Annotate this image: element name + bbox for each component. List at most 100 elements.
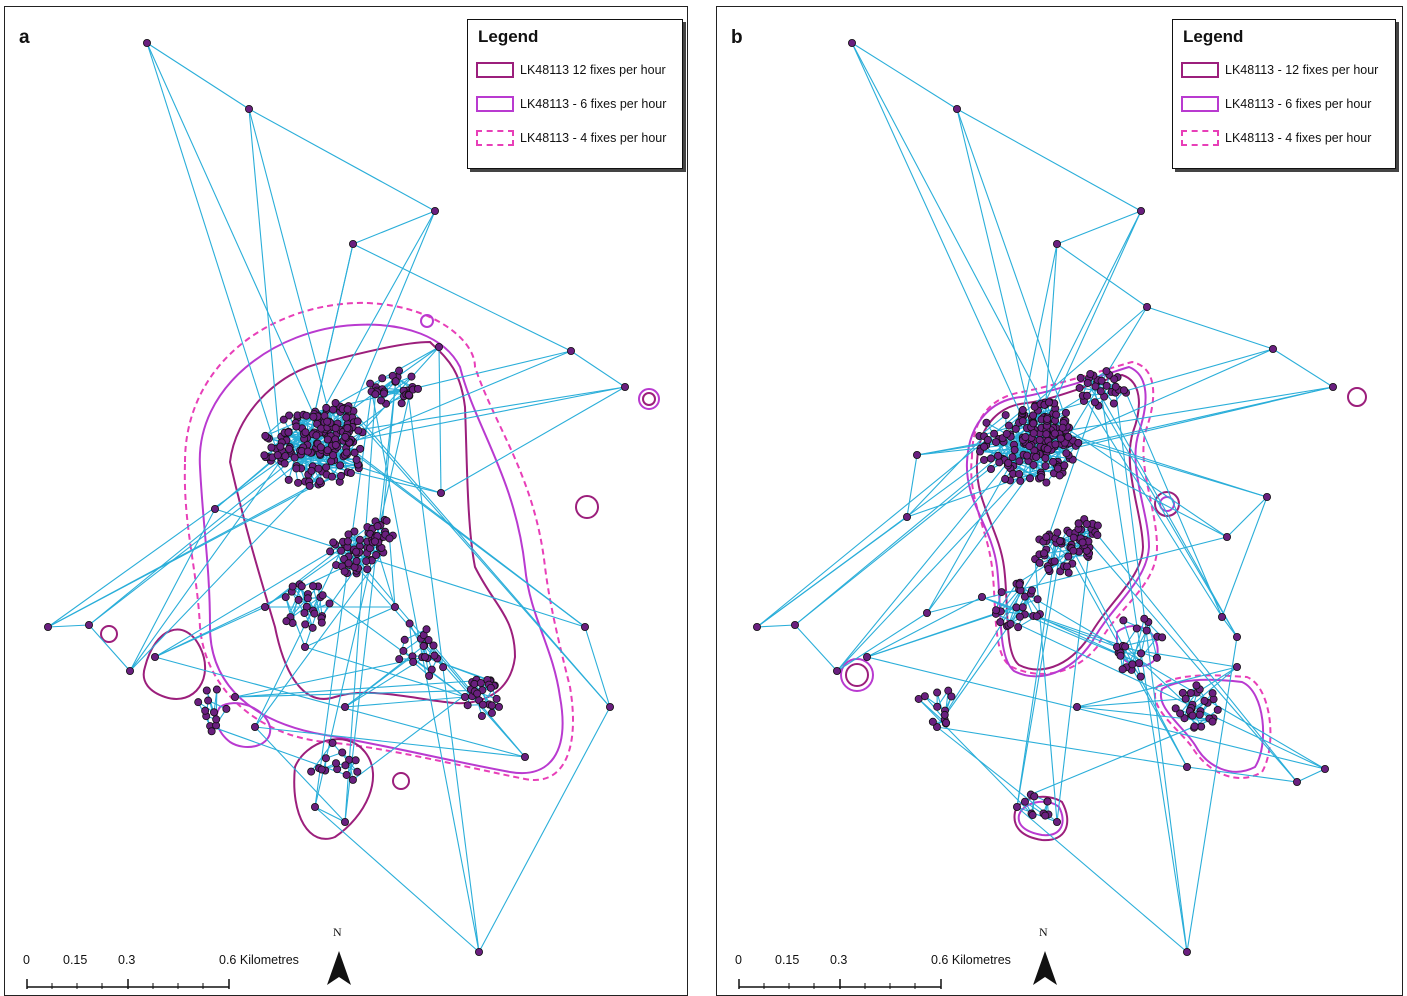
fix-point bbox=[493, 695, 500, 702]
fix-point bbox=[349, 776, 356, 783]
fix-point bbox=[1002, 411, 1009, 418]
fix-point bbox=[1103, 367, 1110, 374]
track-segment bbox=[249, 109, 337, 442]
fix-point bbox=[283, 618, 290, 625]
fix-point bbox=[1033, 453, 1040, 460]
fix-point bbox=[1143, 303, 1150, 310]
fix-point bbox=[308, 768, 315, 775]
fix-point bbox=[1019, 406, 1026, 413]
fix-point bbox=[328, 473, 335, 480]
fix-point bbox=[1028, 587, 1035, 594]
fix-point bbox=[791, 621, 798, 628]
contour-ring-w2-b bbox=[846, 664, 868, 686]
fix-point bbox=[268, 444, 275, 451]
track-segment bbox=[1222, 497, 1267, 617]
fix-point bbox=[1065, 433, 1072, 440]
contour-ring-ne2-a bbox=[643, 393, 655, 405]
fix-point bbox=[414, 385, 421, 392]
north-arrow-b: N bbox=[1029, 925, 1061, 985]
fix-point bbox=[293, 423, 300, 430]
panel-label-a: a bbox=[19, 27, 30, 49]
fix-point bbox=[1070, 547, 1077, 554]
fix-point bbox=[1321, 765, 1328, 772]
fix-point bbox=[987, 455, 994, 462]
fix-point bbox=[323, 404, 330, 411]
fix-point bbox=[327, 548, 334, 555]
scale-bar-b: 0 0.15 0.3 0.6 Kilometres bbox=[735, 953, 1035, 996]
fix-point bbox=[341, 568, 348, 575]
fix-point bbox=[343, 771, 350, 778]
fix-point bbox=[929, 718, 936, 725]
fix-point bbox=[997, 619, 1004, 626]
track-segment bbox=[957, 109, 1141, 211]
fix-point bbox=[1026, 442, 1033, 449]
track-segment bbox=[867, 597, 982, 657]
fix-point bbox=[379, 375, 386, 382]
kernel-contours-a bbox=[101, 303, 659, 839]
fix-point bbox=[400, 647, 407, 654]
legend-label-12fph-b: LK48113 - 12 fixes per hour bbox=[1225, 63, 1378, 77]
fix-point bbox=[311, 610, 318, 617]
fix-point bbox=[231, 693, 238, 700]
track-segment bbox=[937, 727, 1187, 767]
fix-point bbox=[344, 424, 351, 431]
fix-point bbox=[1189, 712, 1196, 719]
fix-point bbox=[1187, 689, 1194, 696]
fix-point bbox=[354, 418, 361, 425]
fix-point bbox=[1043, 431, 1050, 438]
fix-point bbox=[352, 757, 359, 764]
legend-swatch-4fph-a bbox=[476, 130, 514, 146]
fix-point bbox=[474, 690, 481, 697]
fix-point bbox=[213, 686, 220, 693]
fix-point bbox=[475, 948, 482, 955]
fix-point bbox=[203, 687, 210, 694]
fix-point bbox=[318, 766, 325, 773]
fix-point bbox=[261, 452, 268, 459]
fix-point bbox=[1061, 462, 1068, 469]
legend-title-a: Legend bbox=[478, 27, 674, 47]
fix-point bbox=[581, 623, 588, 630]
fix-point bbox=[863, 653, 870, 660]
fix-point bbox=[301, 643, 308, 650]
fix-point bbox=[306, 482, 313, 489]
fix-point bbox=[339, 749, 346, 756]
fix-point bbox=[1193, 682, 1200, 689]
track-segment bbox=[479, 707, 610, 952]
fix-point bbox=[1036, 559, 1043, 566]
fix-point bbox=[401, 636, 408, 643]
fix-point bbox=[941, 711, 948, 718]
legend-swatch-12fph-b bbox=[1181, 62, 1219, 78]
fix-point bbox=[1110, 400, 1117, 407]
fix-point bbox=[1119, 666, 1126, 673]
fix-point bbox=[1098, 377, 1105, 384]
fix-point bbox=[953, 105, 960, 112]
fix-point bbox=[1073, 703, 1080, 710]
track-segment bbox=[957, 109, 1040, 454]
fix-point bbox=[1056, 537, 1063, 544]
fix-point bbox=[341, 818, 348, 825]
track-segment bbox=[795, 625, 837, 671]
fix-point bbox=[606, 703, 613, 710]
fix-point bbox=[1329, 383, 1336, 390]
fix-point bbox=[461, 693, 468, 700]
fix-point bbox=[488, 702, 495, 709]
fix-point bbox=[1120, 617, 1127, 624]
fix-point bbox=[353, 548, 360, 555]
fix-point bbox=[395, 367, 402, 374]
fix-point bbox=[345, 560, 352, 567]
north-arrow-icon-a bbox=[323, 925, 355, 985]
legend-b: Legend LK48113 - 12 fixes per hour LK481… bbox=[1172, 19, 1396, 169]
fix-point bbox=[1037, 474, 1044, 481]
track-segment bbox=[852, 43, 957, 109]
fix-point bbox=[1076, 384, 1083, 391]
track-segment bbox=[937, 727, 1057, 822]
fix-point bbox=[1045, 565, 1052, 572]
fix-point bbox=[364, 566, 371, 573]
fix-point bbox=[262, 432, 269, 439]
fix-point bbox=[1019, 417, 1026, 424]
legend-item-12fph-b: LK48113 - 12 fixes per hour bbox=[1181, 53, 1387, 87]
track-lines-a bbox=[48, 43, 625, 952]
fix-point bbox=[126, 667, 133, 674]
fix-point bbox=[753, 623, 760, 630]
fix-point bbox=[1056, 472, 1063, 479]
